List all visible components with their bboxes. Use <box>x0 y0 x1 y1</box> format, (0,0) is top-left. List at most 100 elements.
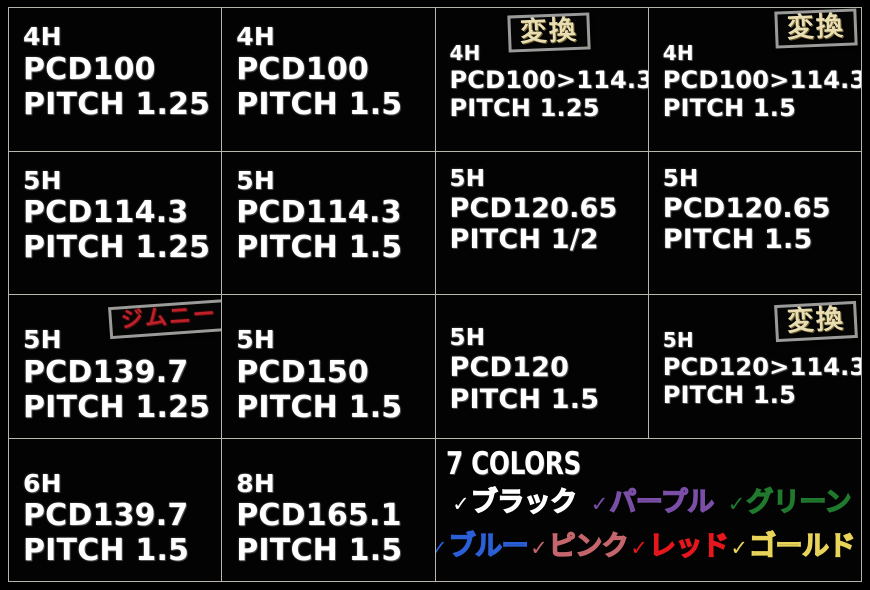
spec-text-block: 4H PCD100 PITCH 1.5 <box>236 22 434 122</box>
check-icon: ✓ <box>727 491 746 516</box>
pcd-value: PCD120>114.3 <box>662 352 861 381</box>
hole-count: 5H <box>23 325 62 354</box>
pitch-value: PITCH 1/2 <box>449 224 599 256</box>
hole-count: 5H <box>236 325 275 354</box>
pcd-value: PCD120.65 <box>662 192 831 224</box>
color-row-top: ✓ ブラック ✓ パープル ✓ グリーン <box>446 486 858 533</box>
spec-cell-r2c4[interactable]: 5H PCD120.65 PITCH 1.5 <box>648 151 861 294</box>
spec-cell-r2c3[interactable]: 5H PCD120.65 PITCH 1/2 <box>435 151 648 294</box>
pitch-value: PITCH 1.5 <box>236 389 403 425</box>
check-icon: ✓ <box>630 535 648 560</box>
color-label: ゴールド <box>748 530 856 562</box>
hole-count: 5H <box>23 165 62 195</box>
spec-cell-r2c2[interactable]: 5H PCD114.3 PITCH 1.5 <box>222 151 435 294</box>
pcd-value: PCD150 <box>236 354 369 390</box>
spec-cell-r3c1[interactable]: ジムニー 5H PCD139.7 PITCH 1.25 <box>9 295 222 438</box>
pcd-value: PCD120 <box>449 352 570 384</box>
pcd-value: PCD139.7 <box>23 354 189 390</box>
pitch-value: PITCH 1.5 <box>662 224 813 256</box>
color-item-pink[interactable]: ✓ ピンク <box>530 530 629 562</box>
color-label: パープル <box>609 486 715 518</box>
spec-cell-r4c2[interactable]: 8H PCD165.1 PITCH 1.5 <box>222 438 435 581</box>
pcd-value: PCD100 <box>236 51 369 87</box>
pitch-value: PITCH 1.5 <box>236 230 403 266</box>
hole-count: 6H <box>23 468 62 498</box>
color-label: レッド <box>648 530 729 562</box>
spec-text-block: 5H PCD120.65 PITCH 1.5 <box>663 166 861 257</box>
color-label: ピンク <box>548 530 629 562</box>
pitch-value: PITCH 1.5 <box>236 533 403 569</box>
check-icon: ✓ <box>435 535 448 560</box>
hole-count: 4H <box>449 41 481 65</box>
pcd-value: PCD100>114.3 <box>662 65 861 94</box>
spec-cell-r2c1[interactable]: 5H PCD114.3 PITCH 1.25 <box>9 151 222 294</box>
colors-panel: 7 COLORS ✓ ブラック ✓ パープル ✓ グリーン <box>435 438 861 581</box>
pitch-value: PITCH 1.5 <box>449 383 600 415</box>
check-icon: ✓ <box>452 491 470 516</box>
spec-text-block: 5H PCD114.3 PITCH 1.25 <box>23 166 221 266</box>
spec-grid: 4H PCD100 PITCH 1.25 4H PCD100 PITCH 1.5… <box>8 7 862 582</box>
conversion-badge: 変換 <box>507 12 591 53</box>
pitch-value: PITCH 1.25 <box>23 86 211 122</box>
pitch-value: PITCH 1.5 <box>662 380 797 409</box>
spec-cell-r1c3[interactable]: 変換 4H PCD100>114.3 PITCH 1.25 <box>435 8 648 151</box>
color-label: グリーン <box>746 486 853 518</box>
pitch-value: PITCH 1.25 <box>449 93 600 122</box>
conversion-badge: 変換 <box>774 300 858 343</box>
hole-count: 5H <box>662 165 699 192</box>
hole-count: 5H <box>449 325 486 351</box>
spec-cell-r1c1[interactable]: 4H PCD100 PITCH 1.25 <box>9 8 222 151</box>
color-item-green[interactable]: ✓ グリーン <box>727 486 853 518</box>
pcd-value: PCD120.65 <box>449 192 618 224</box>
check-icon: ✓ <box>530 535 548 560</box>
pitch-value: PITCH 1.25 <box>23 389 211 425</box>
conversion-badge: 変換 <box>774 8 858 49</box>
hole-count: 8H <box>236 468 275 498</box>
spec-cell-r3c3[interactable]: 5H PCD120 PITCH 1.5 <box>435 295 648 438</box>
spec-text-block: 4H PCD100>114.3 PITCH 1.25 <box>449 41 648 122</box>
pcd-value: PCD165.1 <box>236 498 402 533</box>
spec-text-block: 4H PCD100>114.3 PITCH 1.5 <box>662 41 861 122</box>
spec-text-block: 8H PCD165.1 PITCH 1.5 <box>236 469 434 569</box>
spec-text-block: 5H PCD139.7 PITCH 1.25 <box>23 325 221 425</box>
color-item-red[interactable]: ✓ レッド <box>630 530 729 562</box>
pcd-value: PCD100 <box>23 51 156 87</box>
pcd-value: PCD100>114.3 <box>449 65 648 94</box>
hole-count: 5H <box>449 165 486 192</box>
spec-text-block: 5H PCD120 PITCH 1.5 <box>450 325 648 416</box>
check-icon: ✓ <box>590 491 609 516</box>
pitch-value: PITCH 1.5 <box>23 533 190 569</box>
color-label: ブルー <box>448 530 529 562</box>
hole-count: 4H <box>23 22 62 51</box>
colors-panel-title: 7 COLORS <box>445 445 581 482</box>
pcd-value: PCD139.7 <box>23 498 189 533</box>
color-item-purple[interactable]: ✓ パープル <box>590 486 715 518</box>
hole-count: 4H <box>662 41 694 65</box>
spec-cell-r4c1[interactable]: 6H PCD139.7 PITCH 1.5 <box>9 438 222 581</box>
pitch-value: PITCH 1.25 <box>23 230 211 266</box>
color-list: ✓ ブラック ✓ パープル ✓ グリーン ✓ ブルー <box>436 486 858 577</box>
check-icon: ✓ <box>730 535 748 560</box>
pcd-value: PCD114.3 <box>23 195 189 230</box>
pitch-value: PITCH 1.5 <box>236 86 403 122</box>
pcd-value: PCD114.3 <box>236 195 402 230</box>
spec-text-block: 5H PCD150 PITCH 1.5 <box>236 325 434 425</box>
hole-count: 4H <box>236 22 275 51</box>
color-item-blue[interactable]: ✓ ブルー <box>435 530 530 562</box>
spec-text-block: 5H PCD120>114.3 PITCH 1.5 <box>662 328 861 409</box>
color-label: ブラック <box>470 486 578 518</box>
spec-text-block: 6H PCD139.7 PITCH 1.5 <box>23 469 221 569</box>
spec-cell-r1c2[interactable]: 4H PCD100 PITCH 1.5 <box>222 8 435 151</box>
spec-cell-r3c2[interactable]: 5H PCD150 PITCH 1.5 <box>222 295 435 438</box>
spec-text-block: 5H PCD114.3 PITCH 1.5 <box>236 166 434 266</box>
spec-cell-r3c4[interactable]: 変換 5H PCD120>114.3 PITCH 1.5 <box>648 295 861 438</box>
spec-cell-r1c4[interactable]: 変換 4H PCD100>114.3 PITCH 1.5 <box>648 8 861 151</box>
color-item-gold[interactable]: ✓ ゴールド <box>730 530 856 562</box>
spec-text-block: 5H PCD120.65 PITCH 1/2 <box>450 166 648 257</box>
hole-count: 5H <box>236 165 275 195</box>
pitch-value: PITCH 1.5 <box>662 93 797 122</box>
spec-text-block: 4H PCD100 PITCH 1.25 <box>23 22 221 122</box>
color-item-black[interactable]: ✓ ブラック <box>452 486 578 518</box>
hole-count: 5H <box>662 328 694 352</box>
